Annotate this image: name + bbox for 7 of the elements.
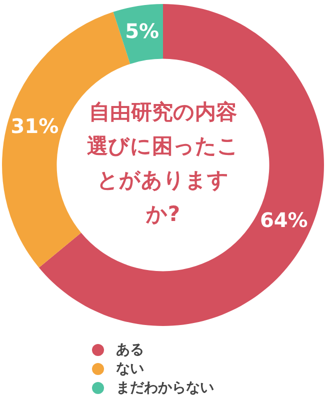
text: 自由研究の内容選びに困ったことがありますか? [86,99,240,228]
legend-label: まだわからない [116,378,214,396]
legend-label: ない [116,360,144,378]
legend-label: ある [116,340,144,358]
data-label: 31% [10,114,59,138]
data-label: 64% [260,208,308,232]
data-label: 5% [125,19,160,44]
